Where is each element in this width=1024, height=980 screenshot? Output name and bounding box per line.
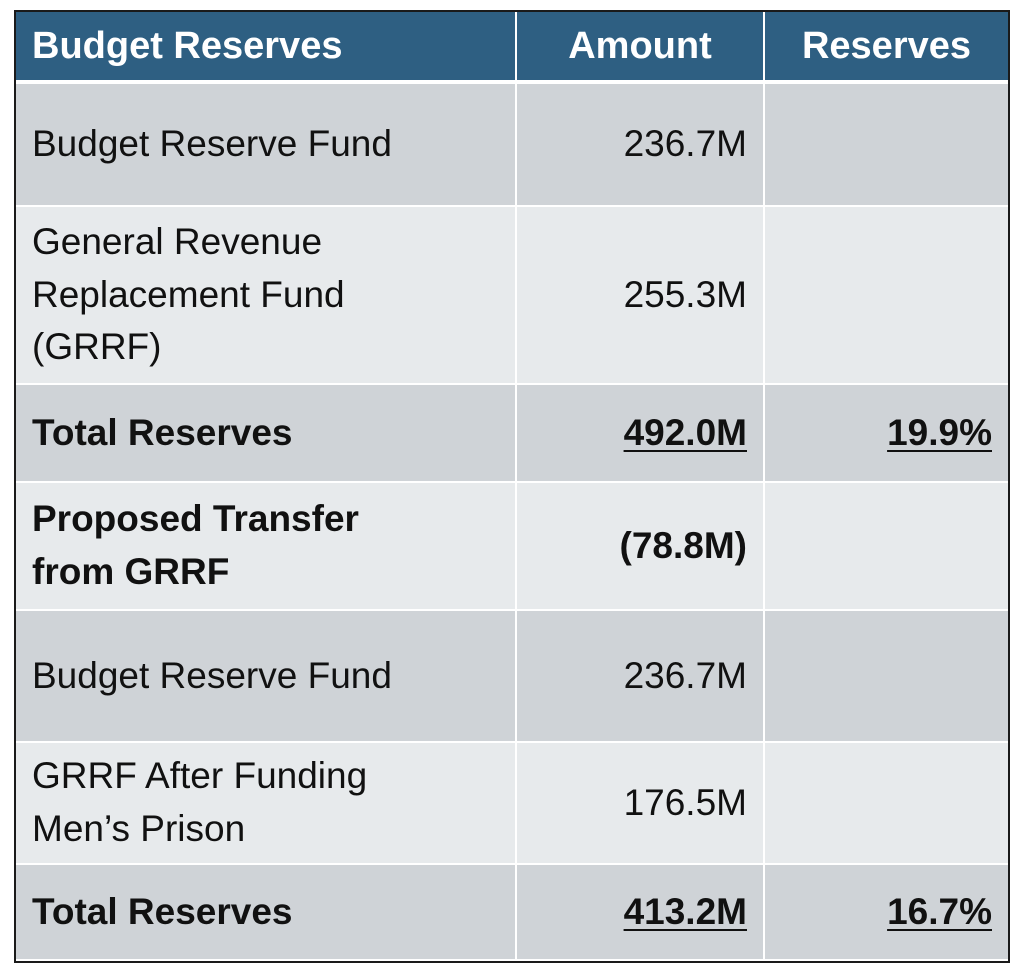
total-amount: 413.2M <box>623 890 747 932</box>
row-amount: 492.0M <box>516 384 765 483</box>
row-label-text: General Revenue Replacement Fund (GRRF) <box>32 221 345 368</box>
row-label: Proposed Transfer from GRRF <box>16 482 517 611</box>
row-reserves <box>764 610 1008 743</box>
row-label: Budget Reserve Fund <box>16 610 517 743</box>
header-amount: Amount <box>516 12 765 84</box>
total-amount: 492.0M <box>623 411 747 453</box>
total-row: Total Reserves 413.2M 16.7% <box>16 864 1008 961</box>
table-row: Budget Reserve Fund 236.7M <box>16 82 1008 207</box>
header-reserves: Reserves <box>764 12 1008 84</box>
table-row: GRRF After Funding Men’s Prison 176.5M <box>16 742 1008 865</box>
table-row: Budget Reserve Fund 236.7M <box>16 610 1008 743</box>
row-label: General Revenue Replacement Fund (GRRF) <box>16 206 517 385</box>
row-label-text: GRRF After Funding Men’s Prison <box>32 755 368 849</box>
transfer-row: Proposed Transfer from GRRF (78.8M) <box>16 482 1008 611</box>
row-amount: 413.2M <box>516 864 765 961</box>
row-reserves <box>764 482 1008 611</box>
row-reserves: 16.7% <box>764 864 1008 961</box>
row-label: Total Reserves <box>16 864 517 961</box>
table-row: General Revenue Replacement Fund (GRRF) … <box>16 206 1008 385</box>
row-reserves <box>764 206 1008 385</box>
row-reserves <box>764 82 1008 207</box>
row-amount: 236.7M <box>516 610 765 743</box>
total-reserves-percent: 16.7% <box>887 890 992 932</box>
header-budget-reserves: Budget Reserves <box>16 12 517 84</box>
header-row: Budget Reserves Amount Reserves <box>16 12 1008 84</box>
total-reserves-percent: 19.9% <box>887 411 992 453</box>
budget-reserves-table: Budget Reserves Amount Reserves Budget R… <box>14 10 1010 963</box>
row-amount: 176.5M <box>516 742 765 865</box>
row-reserves: 19.9% <box>764 384 1008 483</box>
row-reserves <box>764 742 1008 865</box>
row-amount: (78.8M) <box>516 482 765 611</box>
row-amount: 255.3M <box>516 206 765 385</box>
total-row: Total Reserves 492.0M 19.9% <box>16 384 1008 483</box>
row-amount: 236.7M <box>516 82 765 207</box>
row-label: GRRF After Funding Men’s Prison <box>16 742 517 865</box>
row-label: Budget Reserve Fund <box>16 82 517 207</box>
row-label: Total Reserves <box>16 384 517 483</box>
row-label-text: Proposed Transfer from GRRF <box>32 498 359 592</box>
